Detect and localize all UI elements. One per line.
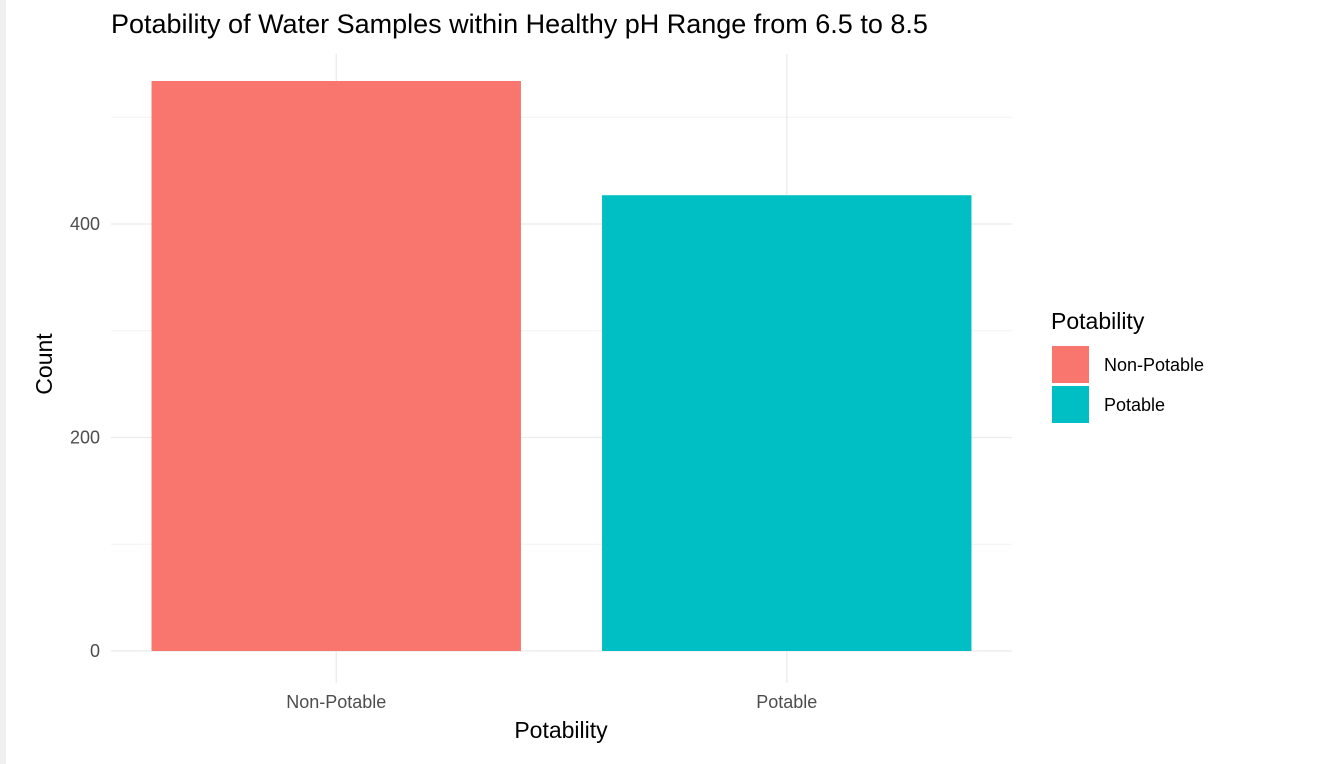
chart-title: Potability of Water Samples within Healt… — [111, 9, 928, 39]
legend-swatch — [1052, 386, 1089, 423]
bar-non-potable — [151, 81, 521, 651]
y-tick-label: 400 — [70, 214, 100, 234]
y-tick-label: 200 — [70, 428, 100, 448]
y-tick-labels: 0 200 400 — [70, 214, 100, 661]
legend-title: Potability — [1051, 308, 1145, 334]
legend-swatch — [1052, 346, 1089, 383]
legend-items: Non-Potable Potable — [1052, 346, 1204, 423]
bars — [151, 81, 972, 651]
legend-label: Potable — [1104, 395, 1165, 415]
x-tick-labels: Non-Potable Potable — [286, 692, 817, 712]
x-axis-title: Potability — [514, 717, 608, 743]
legend-label: Non-Potable — [1104, 355, 1204, 375]
x-tick-label: Potable — [756, 692, 817, 712]
bar-potable — [602, 195, 972, 651]
y-axis-title: Count — [31, 333, 57, 395]
window-edge — [0, 0, 6, 764]
y-tick-label: 0 — [90, 641, 100, 661]
x-tick-label: Non-Potable — [286, 692, 386, 712]
legend: Potability Non-Potable Potable — [1051, 308, 1204, 423]
